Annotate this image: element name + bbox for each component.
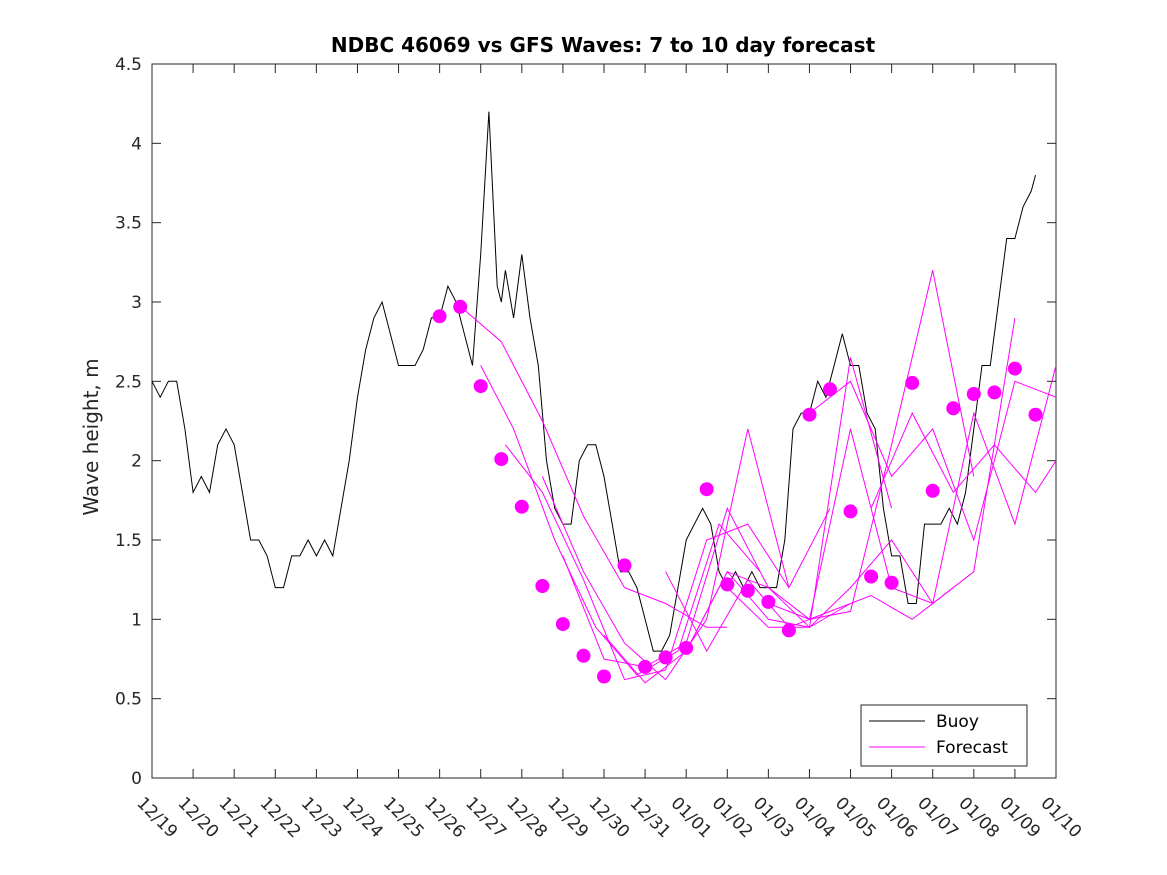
y-tick-label: 1 bbox=[131, 610, 142, 630]
legend-box bbox=[860, 704, 1028, 767]
buoy-series bbox=[151, 111, 1036, 652]
y-tick-label: 2 bbox=[131, 452, 142, 472]
forecast-marker bbox=[679, 640, 694, 655]
forecast-marker bbox=[1028, 407, 1043, 422]
forecast-run-line bbox=[463, 309, 728, 628]
forecast-marker bbox=[781, 623, 796, 638]
forecast-marker bbox=[699, 482, 714, 497]
forecast-marker bbox=[925, 483, 940, 498]
legend-forecast-label: Forecast bbox=[936, 738, 1008, 758]
y-axis: 0 0.5 1 1.5 2 2.5 3 3.5 4 4.5 bbox=[115, 55, 1056, 789]
forecast-marker bbox=[576, 648, 591, 663]
forecast-run-line bbox=[480, 365, 761, 676]
y-tick-label: 2.5 bbox=[115, 372, 142, 392]
forecast-marker bbox=[638, 659, 653, 674]
forecast-marker bbox=[720, 577, 735, 592]
forecast-marker bbox=[761, 594, 776, 609]
chart-title: NDBC 46069 vs GFS Waves: 7 to 10 day for… bbox=[331, 33, 876, 57]
forecast-run-line bbox=[870, 411, 1057, 509]
forecast-marker bbox=[966, 387, 981, 401]
forecast-marker bbox=[843, 504, 858, 519]
forecast-marker bbox=[597, 669, 611, 684]
buoy-line bbox=[151, 111, 1036, 652]
y-tick-label: 4.5 bbox=[115, 55, 142, 75]
forecast-marker bbox=[432, 309, 447, 324]
forecast-run-line bbox=[562, 506, 851, 668]
y-tick-label: 3.5 bbox=[115, 214, 142, 234]
forecast-run-line bbox=[505, 444, 790, 681]
forecast-marker bbox=[658, 650, 673, 665]
legend: Buoy Forecast bbox=[860, 704, 1028, 767]
forecast-marker bbox=[535, 579, 550, 593]
forecast-run-line bbox=[768, 365, 1057, 620]
y-axis-label: Wave height, m bbox=[79, 358, 103, 515]
y-tick-label: 3 bbox=[131, 293, 142, 313]
forecast-marker bbox=[864, 569, 879, 584]
forecast-run-line bbox=[726, 317, 1016, 628]
forecast-marker bbox=[905, 375, 920, 390]
forecast-marker bbox=[1007, 361, 1022, 376]
forecast-marker bbox=[946, 401, 961, 416]
forecast-marker bbox=[884, 575, 899, 590]
forecast-marker bbox=[494, 452, 509, 467]
forecast-series bbox=[432, 270, 1057, 684]
legend-buoy-label: Buoy bbox=[936, 712, 979, 732]
forecast-marker bbox=[823, 382, 837, 397]
y-tick-label: 0.5 bbox=[115, 690, 142, 710]
forecast-marker bbox=[555, 617, 570, 632]
forecast-marker bbox=[617, 558, 632, 573]
forecast-marker bbox=[473, 379, 488, 394]
forecast-marker bbox=[453, 299, 468, 314]
forecast-marker bbox=[802, 407, 817, 422]
forecast-run-line bbox=[685, 270, 975, 652]
forecast-marker bbox=[514, 499, 529, 514]
y-tick-label: 1.5 bbox=[115, 531, 142, 551]
forecast-marker bbox=[740, 583, 755, 598]
y-tick-label: 4 bbox=[131, 134, 142, 154]
forecast-run-line bbox=[809, 380, 1057, 542]
y-tick-label: 0 bbox=[131, 769, 142, 789]
forecast-marker bbox=[987, 385, 1002, 400]
